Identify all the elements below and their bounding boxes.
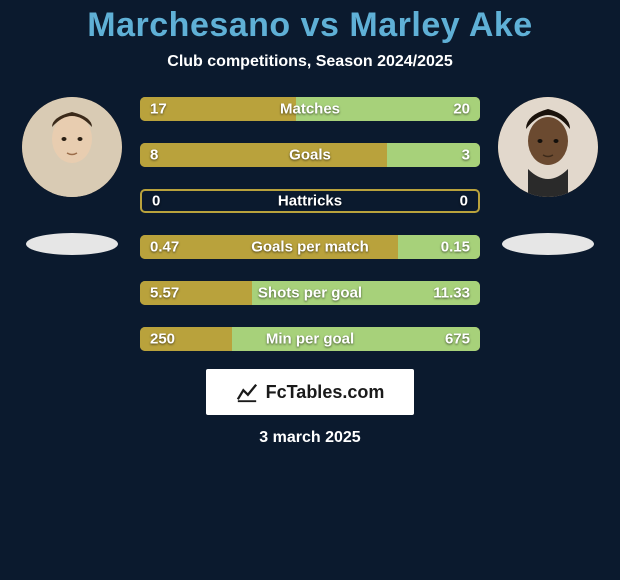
metric-bar: 250 675 Min per goal	[140, 327, 480, 351]
avatar-left-shadow	[26, 233, 118, 255]
metric-bar: 8 3 Goals	[140, 143, 480, 167]
bar-metric-label: Goals per match	[251, 239, 369, 256]
bar-value-left: 5.57	[150, 285, 179, 302]
bar-value-right: 20	[453, 101, 470, 118]
player-right-column	[488, 97, 608, 255]
comparison-row: 17 20 Matches 8 3 Goals 0 0 Hattricks 0.47 0.15 Goa…	[0, 97, 620, 351]
avatar-left	[22, 97, 122, 197]
bar-metric-label: Goals	[289, 147, 331, 164]
avatar-left-icon	[22, 97, 122, 197]
footer-date: 3 march 2025	[259, 429, 360, 447]
bar-metric-label: Hattricks	[278, 193, 342, 210]
bar-value-right: 11.33	[433, 285, 470, 302]
bar-value-right: 675	[445, 331, 470, 348]
bar-value-right: 0	[460, 193, 468, 210]
bar-metric-label: Min per goal	[266, 331, 354, 348]
branding-badge: FcTables.com	[206, 369, 415, 415]
comparison-infographic: Marchesano vs Marley Ake Club competitio…	[0, 0, 620, 580]
player-left-column	[12, 97, 132, 255]
chart-icon	[236, 381, 258, 403]
bar-value-left: 0	[152, 193, 160, 210]
bar-value-right: 0.15	[441, 239, 470, 256]
avatar-right	[498, 97, 598, 197]
metric-bar: 0.47 0.15 Goals per match	[140, 235, 480, 259]
avatar-right-shadow	[502, 233, 594, 255]
bar-value-left: 8	[150, 147, 158, 164]
bar-value-left: 17	[150, 101, 167, 118]
bar-value-right: 3	[462, 147, 470, 164]
metrics-bars: 17 20 Matches 8 3 Goals 0 0 Hattricks 0.47 0.15 Goa…	[140, 97, 480, 351]
metric-bar: 5.57 11.33 Shots per goal	[140, 281, 480, 305]
branding-text: FcTables.com	[266, 382, 385, 403]
metric-bar: 0 0 Hattricks	[140, 189, 480, 213]
avatar-right-icon	[498, 97, 598, 197]
bar-metric-label: Shots per goal	[258, 285, 362, 302]
bar-value-left: 250	[150, 331, 175, 348]
bar-metric-label: Matches	[280, 101, 340, 118]
page-title: Marchesano vs Marley Ake	[87, 6, 532, 45]
page-subtitle: Club competitions, Season 2024/2025	[167, 53, 452, 71]
bar-segment-left	[140, 143, 387, 167]
metric-bar: 17 20 Matches	[140, 97, 480, 121]
bar-value-left: 0.47	[150, 239, 179, 256]
